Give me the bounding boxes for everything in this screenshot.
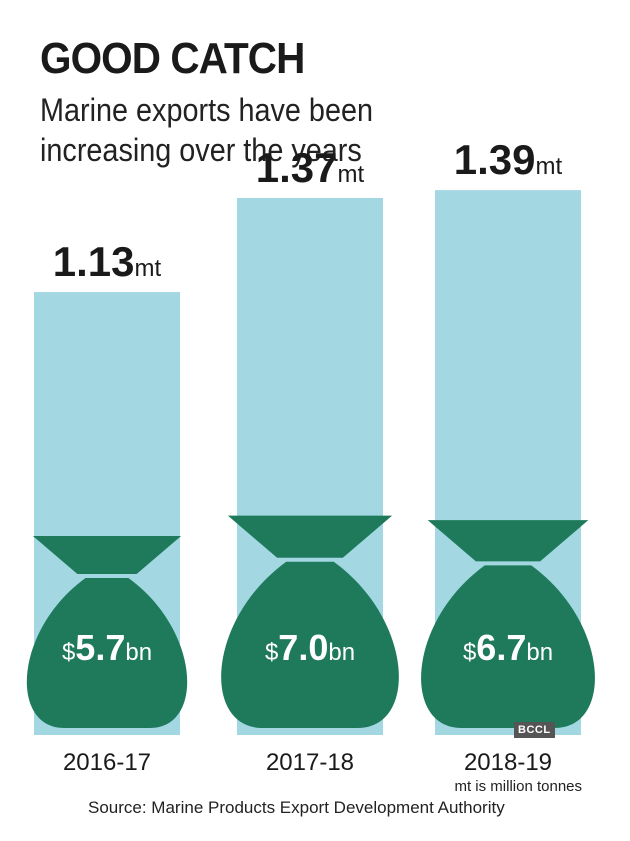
- export-value-label: $7.0bn: [265, 627, 355, 668]
- x-tick-label: 2018-19: [464, 749, 552, 776]
- volume-label: 1.13mt: [53, 238, 162, 285]
- chart-subtitle: Marine exports have been increasing over…: [40, 92, 373, 168]
- publisher-badge: BCCL: [514, 722, 555, 738]
- footnote: mt is million tonnes: [454, 778, 582, 795]
- money-bag-knot-icon: [227, 515, 393, 558]
- x-tick-label: 2016-17: [63, 749, 151, 776]
- money-bag-icon: [421, 565, 595, 728]
- money-bag-knot-icon: [32, 536, 182, 574]
- money-bag-icon: [26, 578, 188, 728]
- money-bag-knot-icon: [427, 520, 589, 562]
- volume-label: 1.39mt: [454, 136, 563, 183]
- money-bag-icon: [221, 561, 399, 728]
- chart-title: GOOD CATCH: [40, 34, 305, 83]
- source-note: Source: Marine Products Export Developme…: [88, 798, 505, 817]
- export-value-label: $6.7bn: [463, 627, 553, 668]
- x-tick-label: 2017-18: [266, 749, 354, 776]
- volume-label: 1.37mt: [256, 144, 365, 191]
- export-value-label: $5.7bn: [62, 627, 152, 668]
